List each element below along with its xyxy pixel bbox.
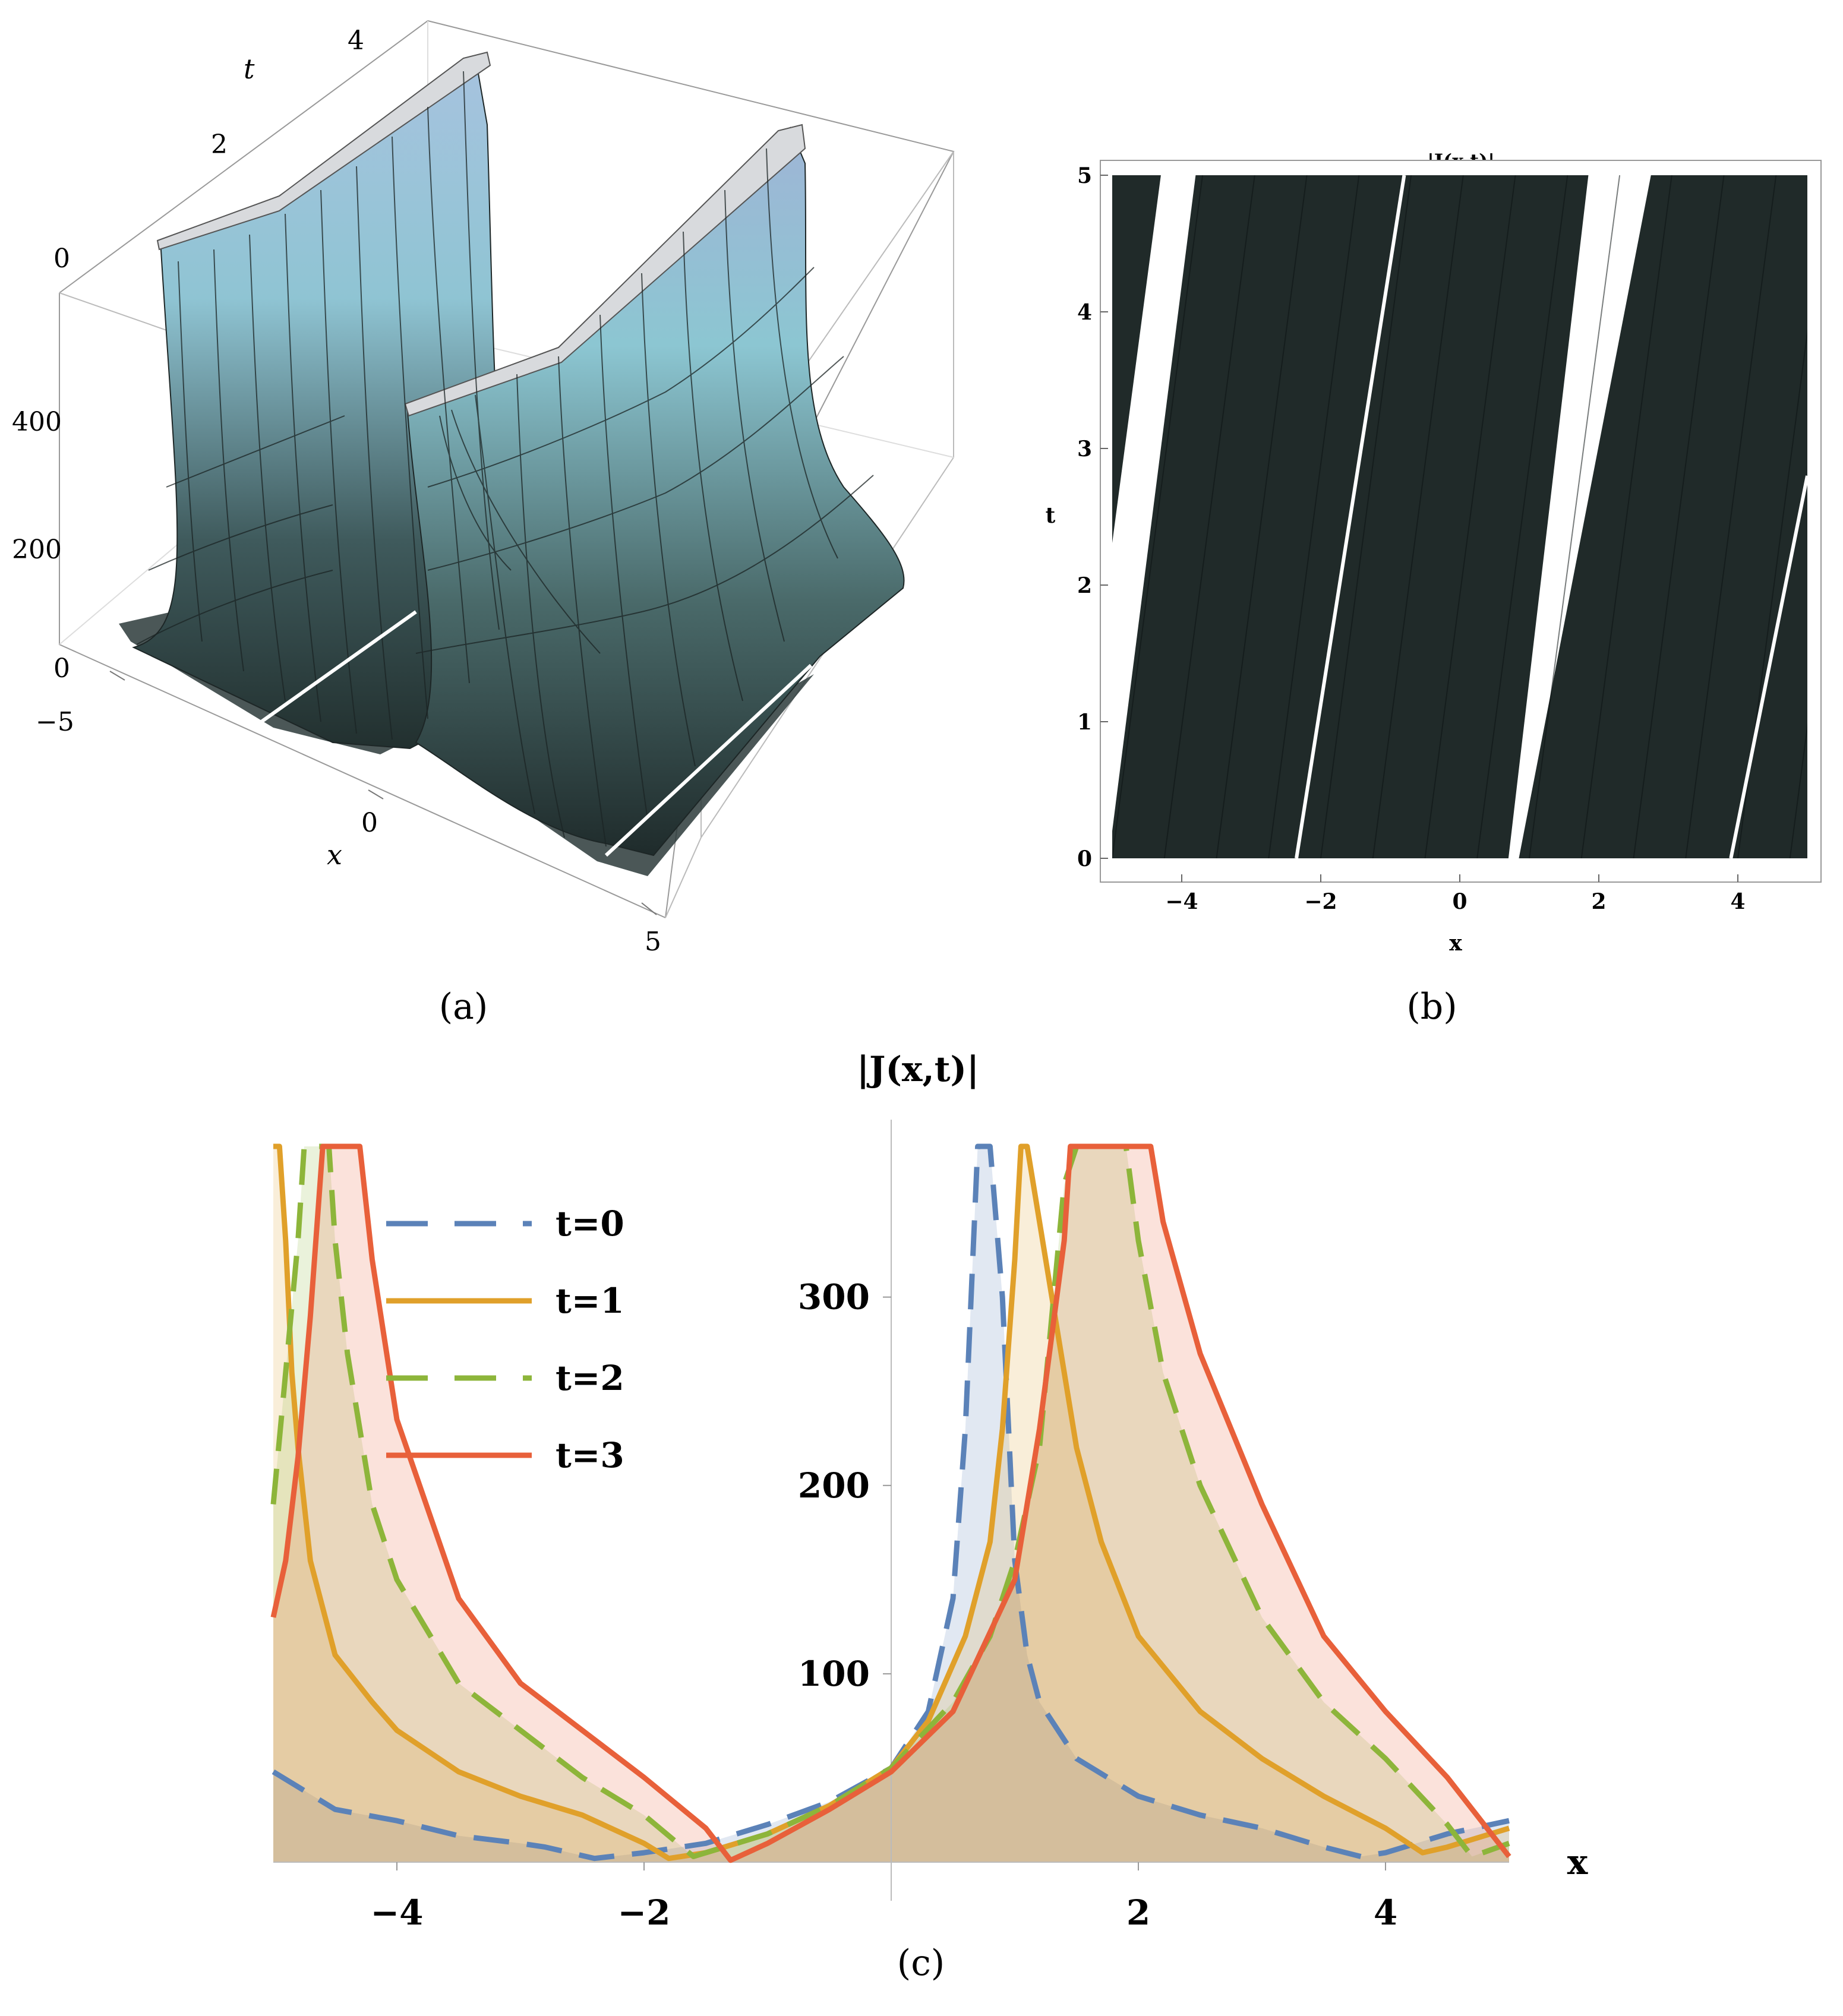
panel-a-x-tick-0: 0 bbox=[361, 808, 378, 838]
panel-c-caption: (c) bbox=[897, 1942, 945, 1984]
white-line-1 bbox=[1295, 175, 1406, 858]
panel-a-x-label: x bbox=[327, 839, 342, 871]
y-tick-label: 4 bbox=[1077, 300, 1092, 325]
contour-line bbox=[1424, 175, 1516, 858]
y-tick-label: 300 bbox=[798, 1277, 870, 1317]
white-line-2 bbox=[1729, 475, 1807, 858]
series-line-t=2 bbox=[270, 1143, 1510, 1859]
y-tick-label: 1 bbox=[1077, 710, 1092, 735]
contour-line bbox=[1112, 175, 1204, 858]
y-tick-label: 100 bbox=[798, 1654, 870, 1694]
legend-label-t=3: t=3 bbox=[556, 1435, 624, 1475]
contour-line bbox=[1216, 175, 1308, 858]
white-band-2 bbox=[1508, 175, 1651, 858]
panel-a-x-tick-5: 5 bbox=[645, 927, 661, 957]
series-fill-t=3 bbox=[273, 1146, 1509, 1862]
density-fill bbox=[1112, 175, 1807, 858]
series-line-t=3 bbox=[270, 1143, 1511, 1863]
panel-c-legend: t=0 t=1 t=2 t=3 bbox=[386, 1203, 624, 1475]
x-tick-label: 0 bbox=[1452, 889, 1467, 914]
panel-b-ticks: −4 −2 0 2 4 0 1 2 3 4 5 bbox=[1077, 163, 1746, 914]
contour-line bbox=[1580, 175, 1672, 858]
panel-a-z-tick-400: 400 bbox=[12, 407, 62, 437]
legend-label-t=2: t=2 bbox=[556, 1358, 624, 1398]
series-fill-t=2 bbox=[273, 1146, 1509, 1862]
panel-a-x-tick--5: −5 bbox=[36, 707, 74, 737]
series-line-t=0 bbox=[272, 1143, 1510, 1862]
panel-b-y-label: t bbox=[1046, 503, 1056, 528]
ridge-2-top bbox=[404, 124, 806, 417]
y-tick-label: 3 bbox=[1077, 437, 1092, 462]
y-tick-label: 0 bbox=[1077, 846, 1092, 871]
contour-line bbox=[1476, 175, 1569, 858]
y-tick-label: 5 bbox=[1077, 163, 1092, 188]
contour-line bbox=[1163, 175, 1255, 858]
x-tick-label: 2 bbox=[1591, 889, 1606, 914]
x-tick-label: −4 bbox=[371, 1892, 424, 1933]
panel-b-caption: (b) bbox=[1406, 986, 1457, 1028]
panel-a-caption: (a) bbox=[439, 986, 488, 1028]
panel-a-t-tick-0: 0 bbox=[53, 244, 70, 274]
x-tick-label: 4 bbox=[1730, 889, 1745, 914]
panel-c-x-label: x bbox=[1567, 1842, 1588, 1882]
panel-a-z-tick-200: 200 bbox=[12, 535, 62, 565]
panel-b-plot-area bbox=[1112, 175, 1807, 858]
ridge-1-top bbox=[156, 51, 491, 251]
panel-b-x-label: x bbox=[1449, 931, 1462, 956]
panel-c-series bbox=[270, 1143, 1511, 1863]
x-tick-label: 4 bbox=[1374, 1892, 1397, 1933]
contour-line bbox=[1789, 722, 1807, 858]
legend-label-t=0: t=0 bbox=[556, 1203, 624, 1244]
contour-line bbox=[1268, 175, 1360, 858]
series-fill-t=1 bbox=[273, 1146, 1509, 1862]
panel-c-axes: −4 −2 2 4 100 200 300 bbox=[273, 1120, 1509, 1933]
floor-white-line-1 bbox=[260, 610, 417, 723]
contour-line bbox=[1372, 175, 1464, 858]
contour-line bbox=[1320, 175, 1412, 858]
panel-a-3d-surface: t 4 2 0 400 200 0 −5 0 x 5 (a) bbox=[12, 20, 955, 1028]
contour-line bbox=[1685, 175, 1777, 858]
panel-a-t-tick-4: 4 bbox=[348, 26, 364, 56]
panel-c-title: |J(x,t)| bbox=[857, 1049, 979, 1089]
x-tick-label: −4 bbox=[1165, 889, 1198, 914]
white-band-1 bbox=[1112, 175, 1196, 832]
contour-line bbox=[1633, 175, 1725, 858]
contour-line bbox=[1529, 175, 1621, 858]
x-tick-label: −2 bbox=[618, 1892, 671, 1933]
legend-label-t=1: t=1 bbox=[556, 1281, 624, 1321]
panel-a-t-label: t bbox=[244, 53, 255, 85]
series-line-t=1 bbox=[273, 1143, 1510, 1862]
panel-a-t-tick-2: 2 bbox=[211, 129, 228, 160]
floor-white-line-2 bbox=[604, 663, 813, 857]
x-tick-label: 2 bbox=[1126, 1892, 1150, 1933]
y-tick-label: 2 bbox=[1077, 573, 1092, 598]
panel-c-fills bbox=[273, 1146, 1509, 1862]
x-tick-label: −2 bbox=[1304, 889, 1337, 914]
panel-a-z-tick-0: 0 bbox=[53, 653, 70, 684]
y-tick-label: 200 bbox=[798, 1465, 870, 1506]
surface-mesh bbox=[136, 71, 874, 847]
x-axis-ticks-marks bbox=[109, 671, 657, 915]
